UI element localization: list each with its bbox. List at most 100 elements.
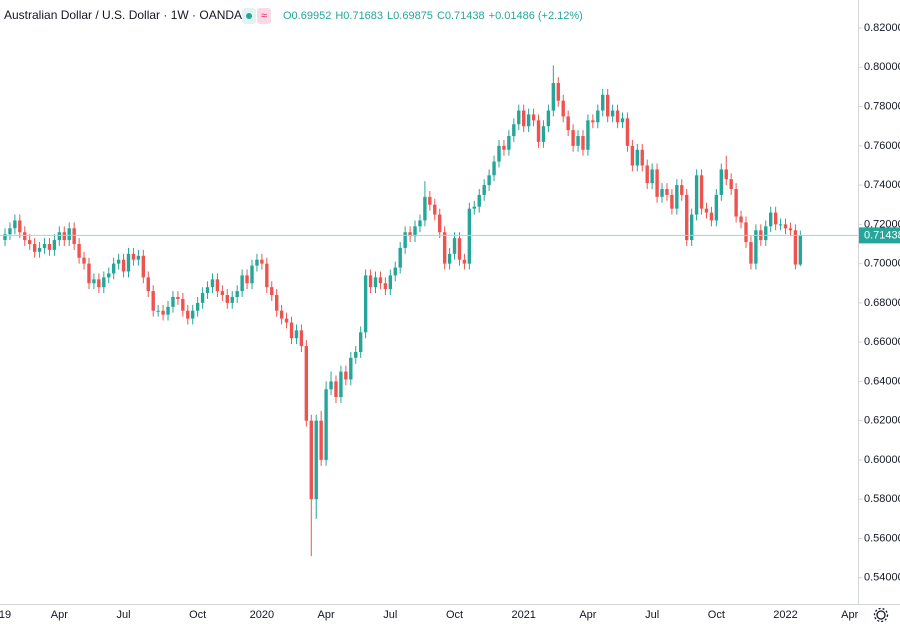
candle-body xyxy=(433,204,437,215)
candle-body xyxy=(793,230,798,265)
candle-body xyxy=(507,136,511,150)
candle-body xyxy=(605,94,610,117)
candle-body xyxy=(517,110,521,125)
candle-body xyxy=(418,220,422,227)
candle-body xyxy=(482,185,486,195)
candle-body xyxy=(655,169,659,197)
candle-body xyxy=(121,259,126,272)
candle-body xyxy=(161,310,165,315)
ohlc-value: O0.69952 xyxy=(283,10,331,22)
candle-body xyxy=(186,310,190,319)
ohlc-value: L0.69875 xyxy=(387,10,433,22)
candle-body xyxy=(457,238,462,260)
candle-body xyxy=(245,275,249,284)
settings-button[interactable] xyxy=(873,607,889,623)
ohlc-value: +0.01486 (+2.12%) xyxy=(489,10,583,22)
candle-body xyxy=(645,165,649,184)
compare-button[interactable] xyxy=(257,8,271,24)
ohlc-value: C0.71438 xyxy=(437,10,485,22)
x-tick-label: 2020 xyxy=(250,609,274,621)
candle-body xyxy=(586,120,590,150)
candle-body xyxy=(107,273,111,278)
candle-body xyxy=(304,346,309,421)
candle-body xyxy=(215,279,220,292)
candle-body xyxy=(358,332,363,352)
ohlc-legend: O0.69952 H0.71683 L0.69875 C0.71438 +0.01486… xyxy=(283,10,583,22)
candle-body xyxy=(694,175,699,215)
y-tick-label: 0.82000 xyxy=(864,22,900,34)
x-tick-label: 2021 xyxy=(511,609,535,621)
candle-body xyxy=(284,318,289,323)
candle-body xyxy=(225,295,229,303)
candle-body xyxy=(270,287,274,296)
candle-body xyxy=(141,255,146,278)
y-tick-label: 0.72000 xyxy=(864,218,900,230)
candle-body xyxy=(294,330,299,339)
candle-body xyxy=(650,169,654,184)
candle-body xyxy=(329,381,333,390)
candle-body xyxy=(512,124,516,137)
y-tick-label: 0.60000 xyxy=(864,454,900,466)
candle-body xyxy=(62,232,66,241)
candle-body xyxy=(13,220,17,229)
candle-body xyxy=(620,118,625,123)
candle-body xyxy=(546,110,551,127)
candle-body xyxy=(749,242,753,264)
candle-body xyxy=(265,263,269,288)
candle-body xyxy=(28,240,32,244)
candle-body xyxy=(171,296,175,307)
ohlc-value: H0.71683 xyxy=(335,10,383,22)
candle-body xyxy=(136,255,141,260)
candle-body xyxy=(556,83,560,101)
x-tick-label: Apr xyxy=(579,609,596,621)
chart-title: Australian Dollar / U.S. Dollar · 1W · O… xyxy=(4,8,242,22)
candle-body xyxy=(764,226,768,241)
candle-body xyxy=(334,381,338,398)
candle-body xyxy=(403,232,407,248)
candle-body xyxy=(581,136,585,150)
candle-body xyxy=(92,279,96,284)
candle-body xyxy=(497,145,501,162)
header-buttons[interactable]: ≈ xyxy=(242,8,271,24)
candle-body xyxy=(531,114,536,121)
candle-body xyxy=(714,194,719,221)
x-tick-label: 19 xyxy=(0,609,11,621)
candle-body xyxy=(541,126,546,142)
candle-body xyxy=(477,194,481,207)
candle-body xyxy=(625,118,630,146)
candle-body xyxy=(275,295,279,311)
candle-body xyxy=(744,222,748,243)
candle-body xyxy=(689,214,694,241)
candle-body xyxy=(704,208,709,213)
candle-body xyxy=(378,277,383,284)
candle-body xyxy=(354,351,358,358)
compare-icon: ≈ xyxy=(261,10,267,22)
candle-body xyxy=(591,120,595,123)
candle-body xyxy=(250,265,254,284)
candle-body xyxy=(502,145,506,150)
candle-body xyxy=(610,110,615,117)
candle-body xyxy=(289,322,294,339)
candle-body xyxy=(566,116,570,131)
candle-body xyxy=(260,259,264,264)
candle-body xyxy=(349,357,353,380)
candle-body xyxy=(423,196,427,221)
candle-body xyxy=(798,235,803,265)
x-tick-label: Oct xyxy=(446,609,463,621)
candle-body xyxy=(778,224,783,226)
candle-body xyxy=(428,196,432,205)
last-price-label: 0.71438 xyxy=(864,229,900,241)
candle-body xyxy=(442,232,447,264)
candle-body xyxy=(635,149,640,166)
gear-teeth xyxy=(873,607,889,623)
y-tick-label: 0.74000 xyxy=(864,179,900,191)
x-tick-label: Apr xyxy=(841,609,858,621)
candle-body xyxy=(773,212,778,225)
candle-body xyxy=(561,100,565,117)
x-tick-label: Apr xyxy=(318,609,335,621)
candle-body xyxy=(388,275,393,290)
y-tick-label: 0.56000 xyxy=(864,532,900,544)
candle-body xyxy=(660,189,664,197)
